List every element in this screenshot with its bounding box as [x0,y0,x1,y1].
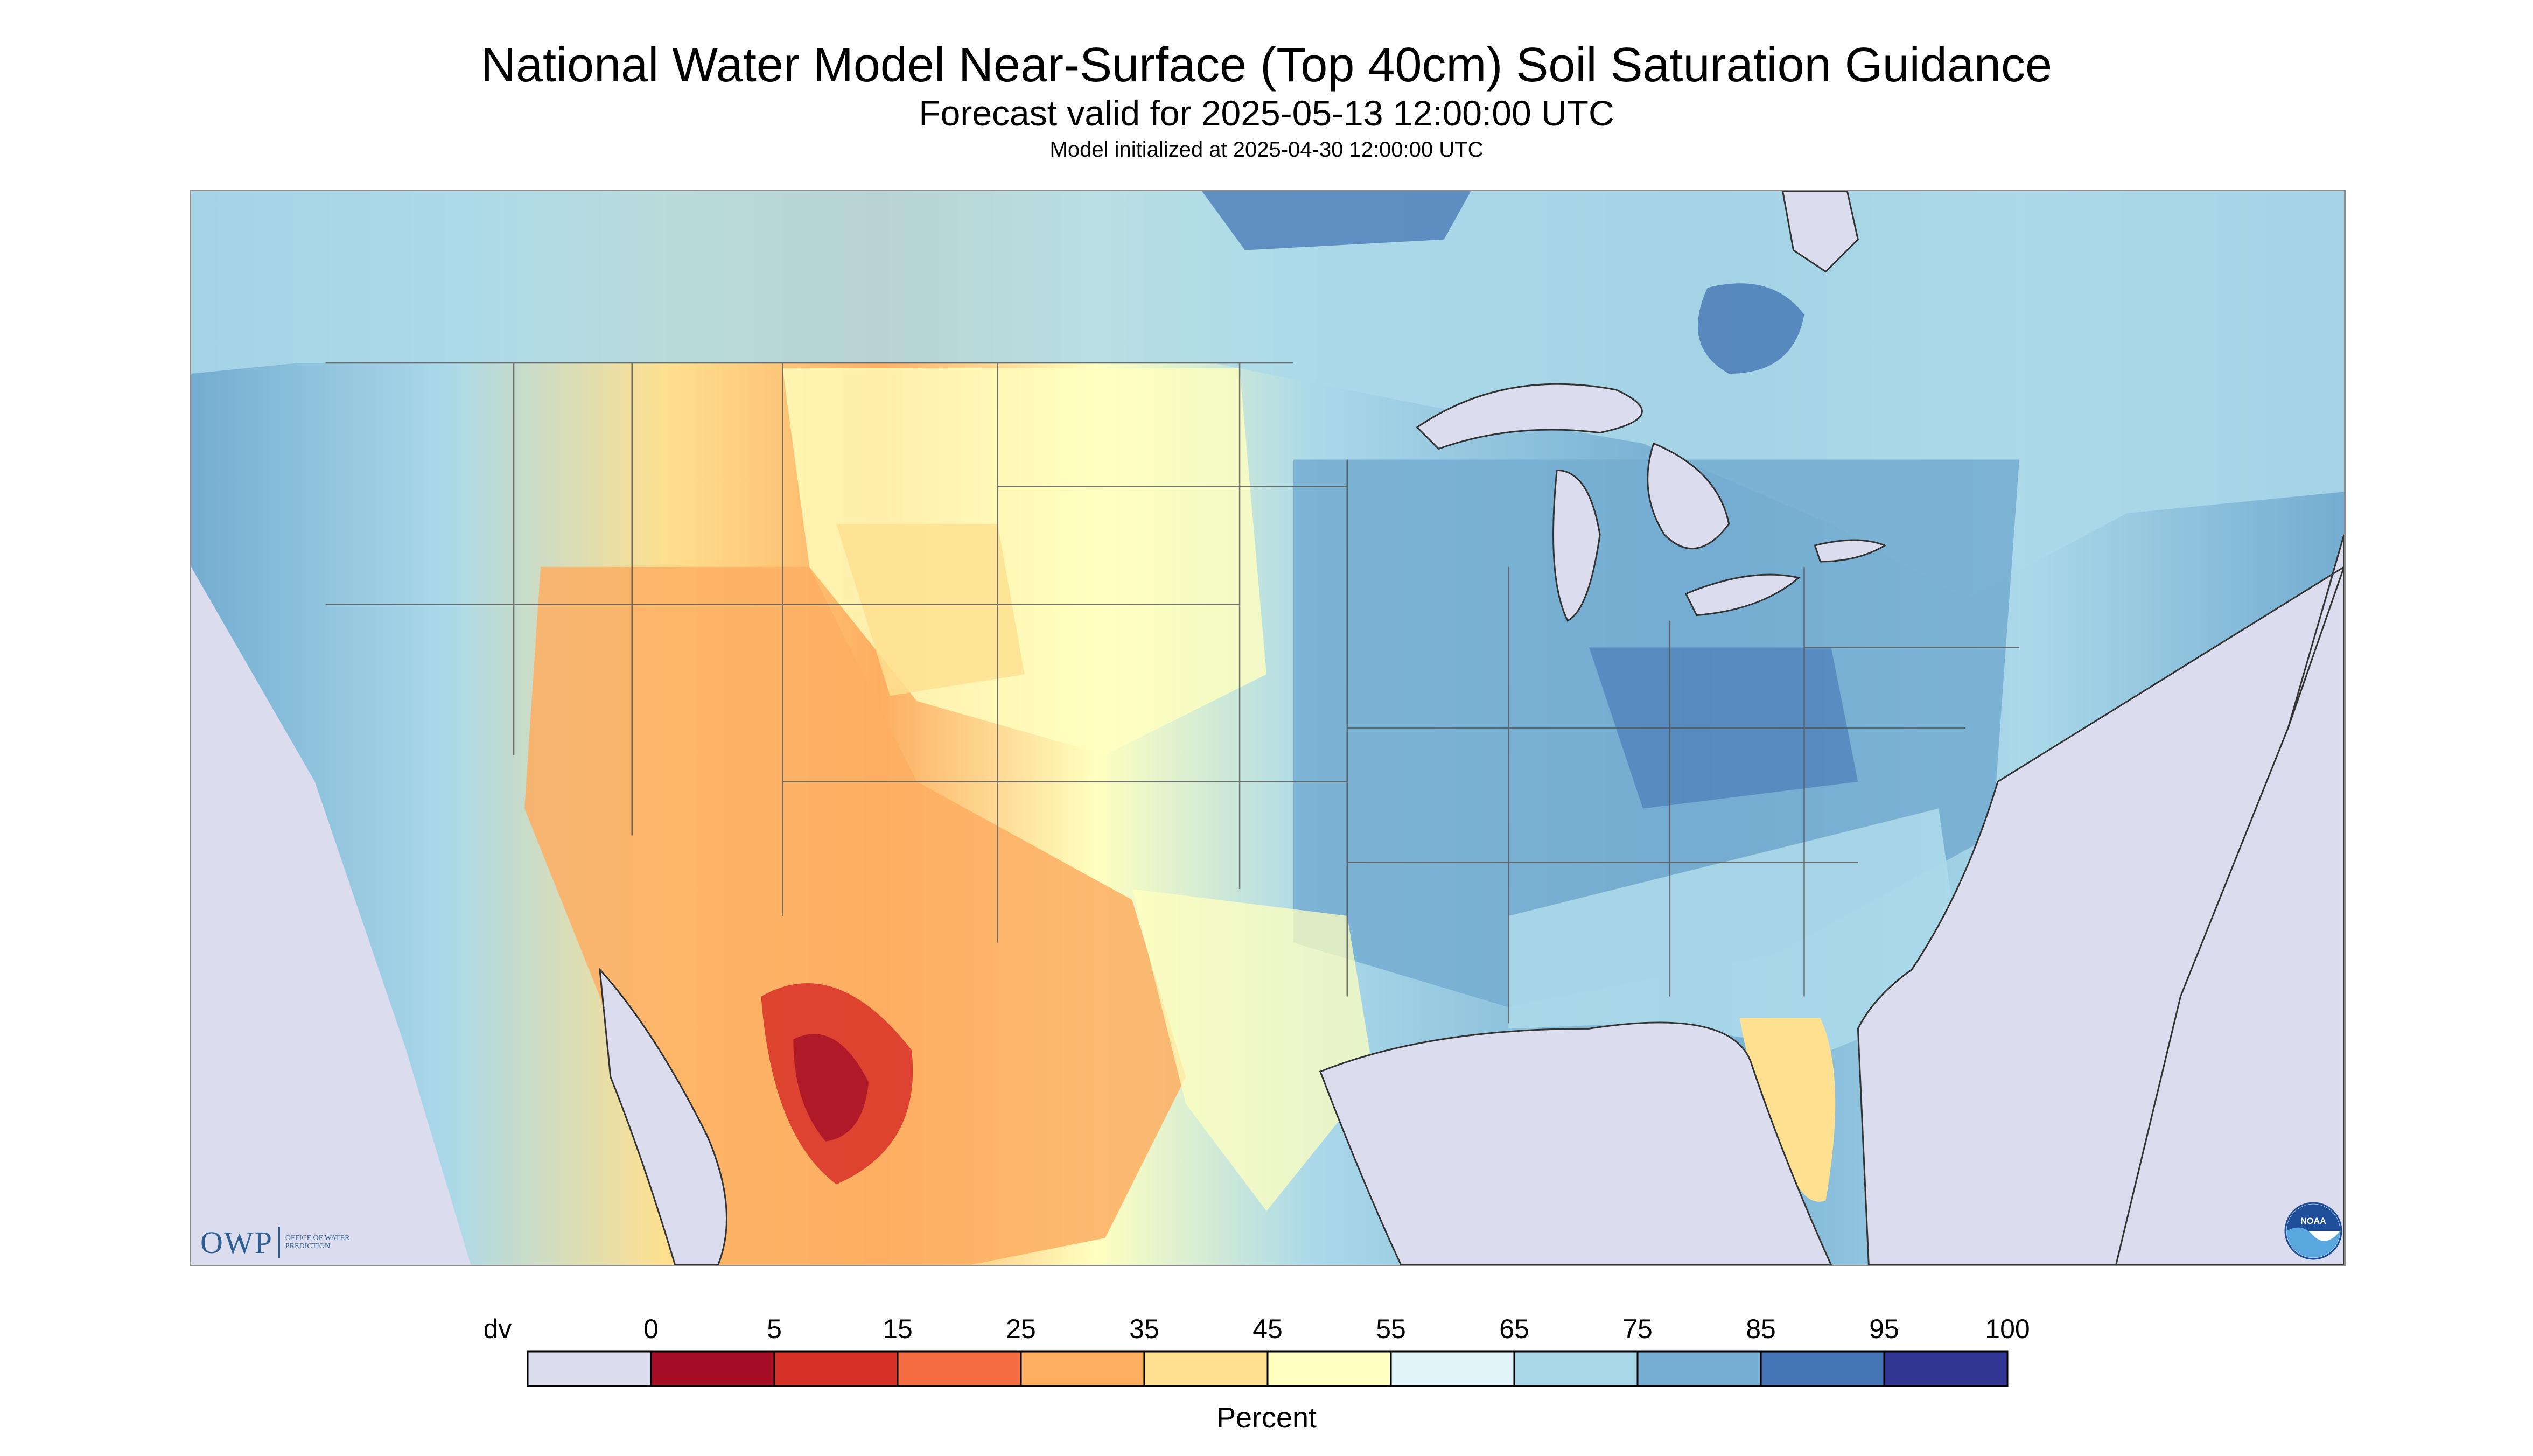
southwest-dry-region [524,566,1186,1265]
soil-saturation-map [190,190,2346,1266]
lake-erie [1684,573,1801,617]
legend-swatch-0 [527,1350,652,1387]
owp-logo-name: Office of Water Prediction [285,1234,350,1250]
owp-logo: OWP Office of Water Prediction [200,1223,355,1261]
legend-title: Percent [1216,1402,1317,1434]
lake-huron [1647,442,1730,550]
legend-tick-label: 35 [1129,1314,1159,1344]
legend-tick-label: 65 [1499,1314,1529,1344]
legend-tick-label: 55 [1376,1314,1406,1344]
legend-swatch-4 [1020,1350,1145,1387]
legend-tick-label: ndv [485,1314,512,1344]
legend-swatch-8 [1513,1350,1639,1387]
legend-tick-label: 25 [1006,1314,1036,1344]
legend-tick-label: 85 [1746,1314,1776,1344]
gulf-of-california [598,967,727,1265]
lake-ontario [1814,539,1887,563]
legend-tick-label: 45 [1252,1314,1283,1344]
southeast-region [1508,808,1966,1051]
legend-tick-label: 0 [643,1314,659,1344]
legend-tick-label: 75 [1622,1314,1653,1344]
legend-tick-label: 95 [1869,1314,1899,1344]
owp-logo-divider [278,1227,280,1258]
legend-swatch-11 [1883,1350,2009,1387]
owp-logo-mark: OWP [200,1224,273,1260]
lake-michigan [1552,469,1601,622]
chihuahua-core [793,1034,869,1142]
canada-wet-patch [1697,283,1804,374]
legend-tick-label: 100 [1985,1314,2030,1344]
model-init-line: Model initialized at 2025-04-30 12:00:00… [1049,138,1484,162]
legend-tick-label: 5 [767,1314,782,1344]
florida-peninsula [1739,1018,1836,1202]
legend-swatch-7 [1390,1350,1515,1387]
noaa-logo: NOAA [2284,1202,2342,1260]
legend-swatch-3 [897,1350,1022,1387]
hudson-bay-edge [1782,191,1859,273]
front-range-dry [836,524,1025,696]
atlantic-ocean [1857,534,2344,1265]
texas-moderate [1132,889,1374,1212]
canada-wet-north [1202,191,1471,250]
noaa-logo-text: NOAA [2300,1216,2326,1226]
legend-swatch-9 [1636,1350,1762,1387]
map-canvas [191,191,2344,1265]
lake-superior [1416,383,1643,450]
map-title: National Water Model Near-Surface (Top 4… [480,38,2052,92]
legend-swatch-1 [650,1350,775,1387]
legend-swatch-6 [1266,1350,1392,1387]
gulf-of-mexico [1319,1021,1832,1265]
legend-swatch-2 [773,1350,899,1387]
state-borders [325,362,2019,1024]
color-legend: ndv 0 5 15 25 35 45 55 65 75 85 95 100 [485,1314,2030,1387]
legend-swatch-5 [1143,1350,1269,1387]
forecast-valid-subtitle: Forecast valid for 2025-05-13 12:00:00 U… [919,93,1614,133]
legend-swatch-10 [1760,1350,1885,1387]
legend-tick-label: 15 [883,1314,913,1344]
